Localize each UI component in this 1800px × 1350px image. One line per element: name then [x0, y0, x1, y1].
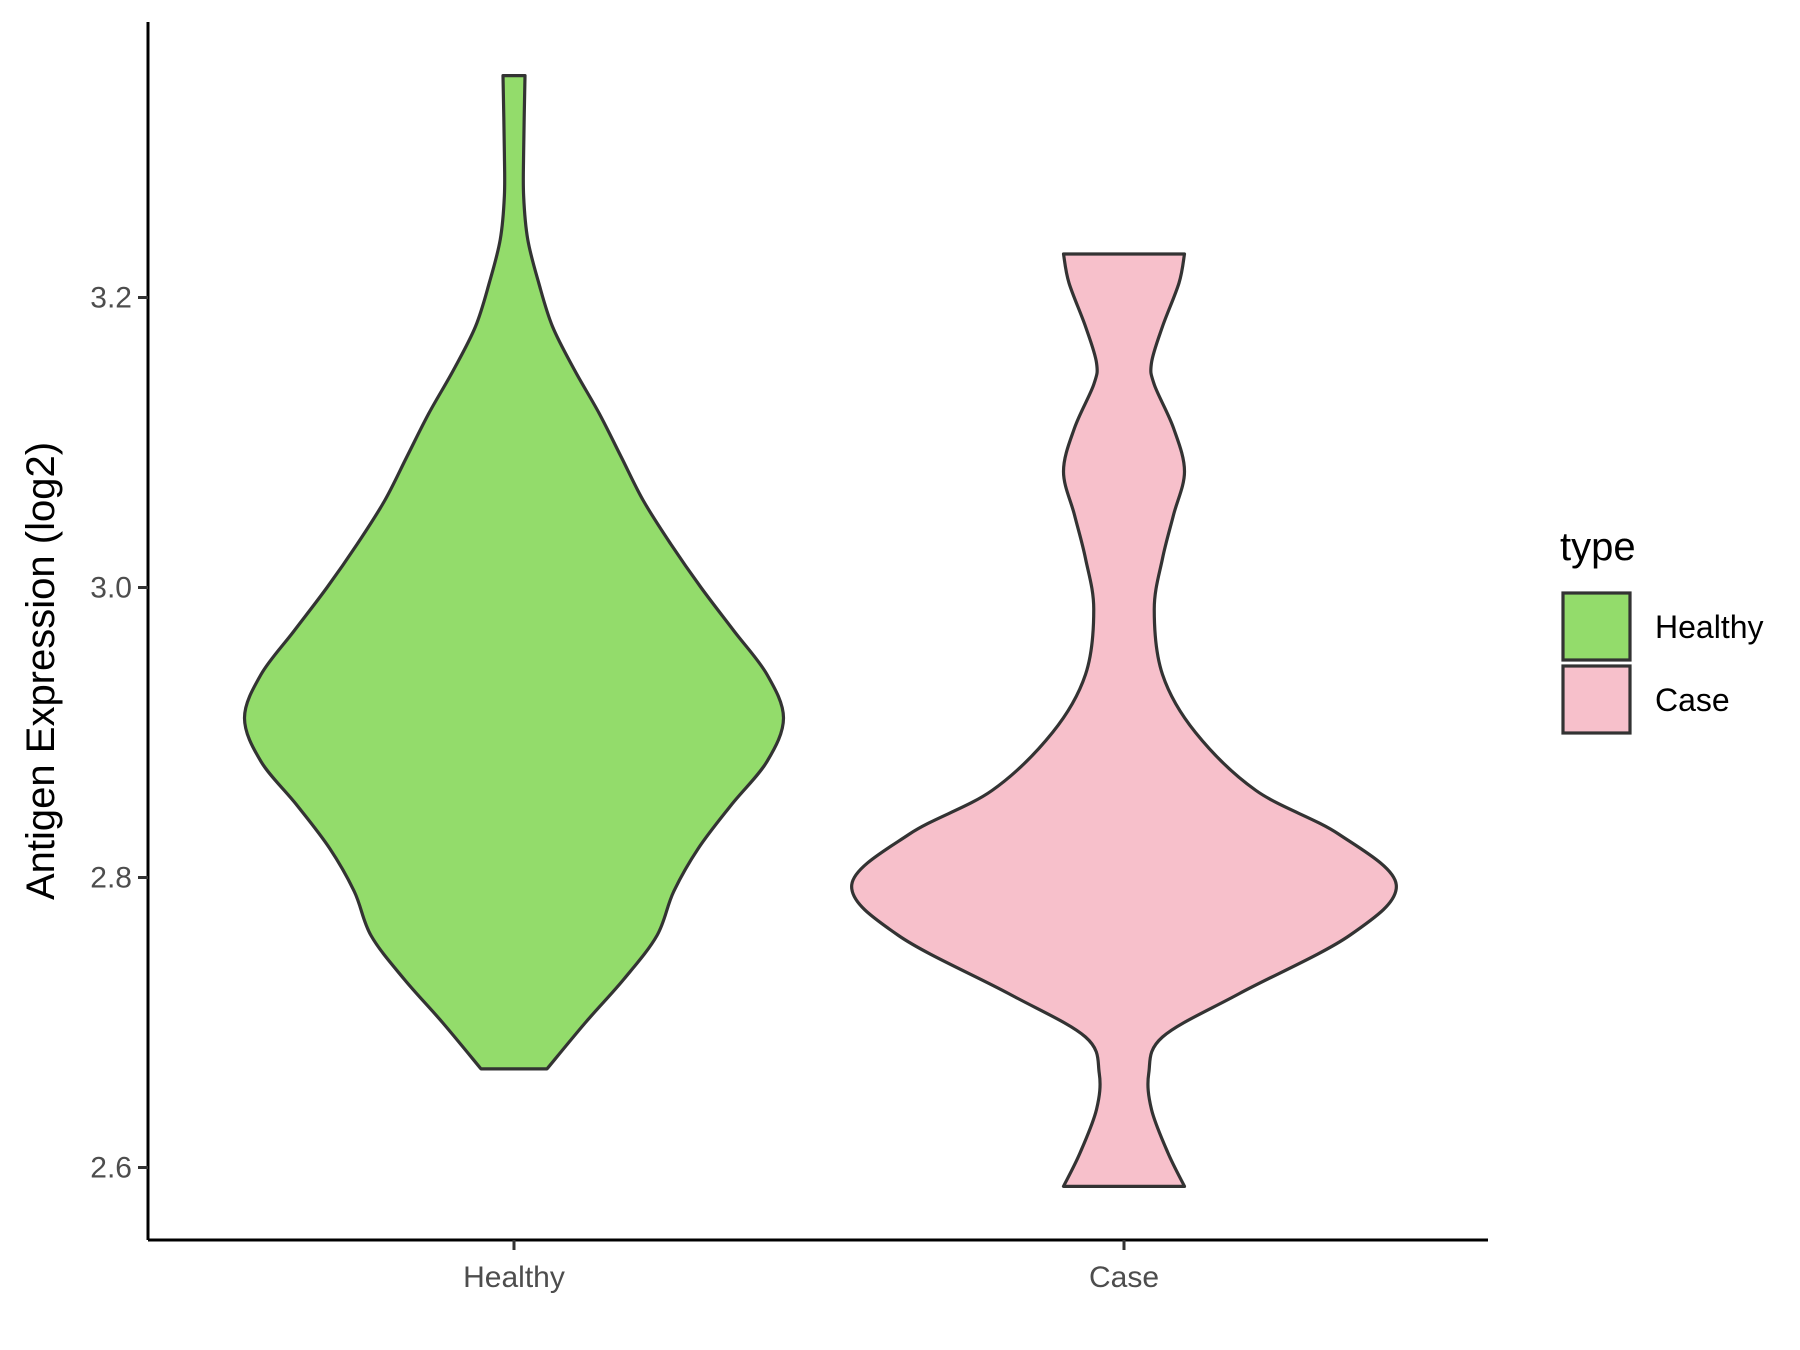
x-tick-label: Case	[1089, 1261, 1159, 1294]
violin-case	[850, 252, 1398, 1188]
y-tick-label: 3.0	[90, 572, 132, 605]
y-axis-ticks: 2.6 2.8 3.0 3.2	[90, 282, 148, 1185]
y-tick-label: 3.2	[90, 282, 132, 315]
y-tick-label: 2.8	[90, 862, 132, 895]
legend-key-case	[1561, 664, 1632, 735]
y-axis-title: Antigen Expression (log2)	[19, 442, 63, 900]
legend-title: type	[1560, 525, 1636, 569]
x-tick-label: Healthy	[463, 1261, 565, 1294]
legend-key-healthy	[1561, 591, 1632, 662]
violins-group	[242, 74, 1398, 1188]
legend-label-healthy: Healthy	[1655, 609, 1764, 645]
legend: type Healthy Case	[1560, 525, 1764, 735]
legend-items: Healthy Case	[1561, 591, 1764, 735]
violin-healthy	[242, 74, 786, 1071]
legend-label-case: Case	[1655, 682, 1730, 718]
x-axis-ticks: Healthy Case	[463, 1240, 1159, 1294]
y-tick-label: 2.6	[90, 1152, 132, 1185]
